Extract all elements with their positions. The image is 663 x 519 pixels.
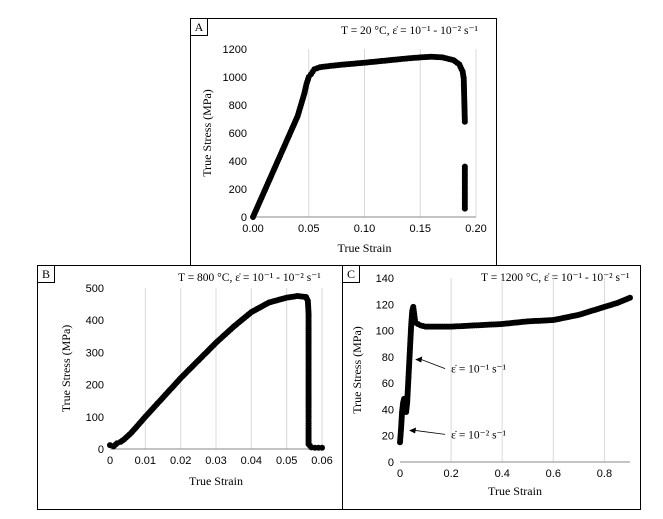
y-tick-label: 400 — [229, 156, 247, 168]
data-point — [461, 205, 468, 212]
y-tick-label: 20 — [382, 431, 394, 443]
annotation-arrowhead — [409, 427, 417, 434]
y-tick-label: 500 — [86, 283, 104, 295]
x-tick-label: 0.05 — [276, 455, 297, 467]
y-axis-label: True Stress (MPa) — [350, 326, 364, 414]
y-tick-label: 100 — [376, 326, 394, 338]
x-tick-label: 0.05 — [298, 223, 319, 235]
annotation-label: ε̇ = 10⁻¹ s⁻¹ — [451, 364, 507, 376]
y-tick-label: 120 — [376, 299, 394, 311]
annotation-label: ε̇ = 10⁻² s⁻¹ — [451, 429, 507, 441]
x-tick-label: 0.06 — [311, 455, 332, 467]
y-tick-label: 0 — [98, 444, 104, 456]
y-tick-label: 300 — [86, 347, 104, 359]
y-tick-label: 1200 — [223, 44, 247, 56]
x-axis-label: True Strain — [488, 484, 542, 498]
chart-panel-c: C T = 1200 °C, ε̇ = 10⁻¹ - 10⁻² s⁻¹ 0 0.2… — [342, 265, 641, 510]
chart-svg-a: 0.00 0.05 0.10 0.15 0.20 0 200 400 600 800 1000 120… — [200, 44, 487, 255]
y-axis-label: True Stress (MPa) — [200, 89, 214, 177]
x-tick-label: 0.2 — [443, 468, 458, 480]
x-tick-label: 0 — [397, 468, 403, 480]
y-tick-label: 200 — [86, 380, 104, 392]
x-tick-label: 0.10 — [354, 223, 375, 235]
x-axis-label: True Strain — [338, 241, 392, 255]
annotation-arrow — [421, 359, 446, 370]
data-series — [250, 53, 468, 220]
y-axis-label: True Stress (MPa) — [59, 325, 73, 413]
panel-label: A — [191, 19, 208, 36]
x-tick-label: 0.6 — [546, 468, 561, 480]
panel-label: C — [343, 266, 360, 283]
x-tick-label: 0.20 — [465, 223, 486, 235]
chart-title: T = 800 °C, ε̇ = 10⁻¹ - 10⁻² s⁻¹ — [178, 272, 321, 284]
data-point — [461, 118, 468, 125]
data-series — [397, 294, 633, 446]
y-tick-label: 40 — [382, 404, 394, 416]
y-tick-label: 1000 — [223, 72, 247, 84]
y-tick-label: 60 — [382, 378, 394, 390]
y-tick-label: 200 — [229, 184, 247, 196]
data-point — [627, 294, 633, 301]
data-series — [107, 293, 325, 451]
x-tick-label: 0.15 — [410, 223, 431, 235]
y-tick-label: 80 — [382, 352, 394, 364]
x-tick-label: 0.4 — [495, 468, 510, 480]
y-tick-label: 800 — [229, 100, 247, 112]
y-tick-label: 600 — [229, 128, 247, 140]
x-tick-label: 0 — [107, 455, 113, 467]
panel-label: B — [38, 266, 55, 283]
x-tick-label: 0.04 — [241, 455, 262, 467]
annotation-arrowhead — [415, 356, 423, 363]
x-tick-label: 0.8 — [597, 468, 612, 480]
annotation-arrow — [415, 430, 446, 435]
x-tick-label: 0.03 — [205, 455, 226, 467]
chart-title: T = 1200 °C, ε̇ = 10⁻¹ - 10⁻² s⁻¹ — [481, 272, 630, 284]
y-tick-label: 400 — [86, 315, 104, 327]
x-axis-label: True Strain — [189, 474, 243, 488]
chart-svg-b: 0 0.01 0.02 0.03 0.04 0.05 0.06 0 100 200 300 400 50… — [59, 283, 333, 488]
x-tick-label: 0.02 — [170, 455, 191, 467]
chart-svg-c: 0 0.2 0.4 0.6 0.8 0 20 40 60 80 100 120 140 True Stra… — [350, 273, 633, 498]
y-tick-label: 100 — [86, 412, 104, 424]
y-tick-label: 140 — [376, 273, 394, 285]
chart-panel-b: B T = 800 °C, ε̇ = 10⁻¹ - 10⁻² s⁻¹ 0 0.01… — [37, 265, 343, 510]
x-tick-label: 0.01 — [135, 455, 156, 467]
x-tick-label: 0.00 — [242, 223, 263, 235]
y-tick-label: 0 — [388, 457, 394, 469]
y-tick-label: 0 — [241, 212, 247, 224]
chart-title: T = 20 °C, ε̇ = 10⁻¹ - 10⁻² s⁻¹ — [341, 25, 478, 37]
chart-panel-a: A T = 20 °C, ε̇ = 10⁻¹ - 10⁻² s⁻¹ 0.00 0.… — [190, 18, 497, 266]
data-point — [319, 444, 325, 451]
